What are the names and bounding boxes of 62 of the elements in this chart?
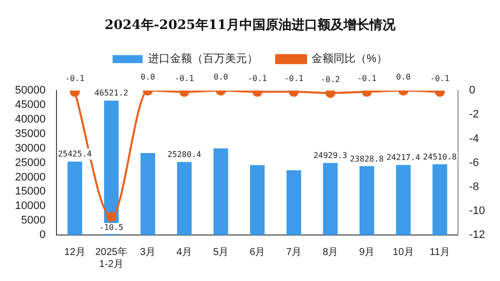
y-tick-label: 25000 [14, 156, 46, 169]
bar [140, 152, 156, 235]
x-tick-label: 11月 [430, 246, 450, 258]
x-tick-label: 10月 [392, 246, 414, 258]
data-label: 24217.4 [386, 153, 420, 162]
data-label: -0.1 [430, 74, 450, 83]
data-label: 0.0 [140, 72, 156, 82]
y-tick-label: 20000 [14, 171, 46, 184]
data-label: 46521.2 [94, 88, 128, 98]
x-tick-label: 9月 [359, 246, 375, 258]
data-label: -10.5 [99, 223, 124, 232]
data-label: 24929.3 [313, 151, 348, 160]
bar [286, 170, 302, 235]
x-tick-label: 5月 [213, 246, 229, 258]
data-label: -0.2 [320, 75, 340, 84]
y2-tick-label: -8 [469, 180, 479, 193]
data-label: 0.0 [214, 72, 228, 82]
data-label: 0.0 [396, 72, 411, 82]
bar [432, 164, 448, 235]
y2-tick-label: -10 [469, 204, 486, 217]
legend-label: 进口金额（百万美元） [148, 52, 258, 66]
point [325, 90, 336, 98]
data-label: 23828.8 [350, 154, 384, 164]
y2-tick-label: -4 [469, 132, 479, 145]
x-tick-label: 2025年 1-2月 [95, 246, 128, 270]
y-tick-label: 10000 [14, 200, 46, 212]
data-label: -0.1 [357, 74, 377, 83]
x-tick-label: 8月 [322, 246, 338, 258]
legend-label: 金额同比（%） [312, 52, 388, 66]
x-tick-label: 12月 [64, 246, 86, 258]
x-tick-label: 3月 [140, 246, 156, 258]
x-tick-label: 4月 [176, 246, 192, 258]
y2-tick-label: -12 [469, 229, 486, 242]
data-label: 24510.8 [422, 152, 457, 162]
bar [360, 166, 374, 235]
data-label: -0.1 [65, 74, 85, 83]
y-tick-label: 40000 [14, 114, 46, 126]
point [106, 212, 116, 222]
y2-tick-label: -2 [469, 108, 479, 121]
bar [250, 165, 265, 235]
chart-title: 2024年-2025年11月中国原油进口额及增长情况 [104, 17, 396, 34]
y-tick-label: 45000 [14, 99, 46, 112]
y-tick-label: 5000 [21, 214, 46, 227]
y2-tick-label: -6 [469, 156, 479, 169]
data-label: -0.1 [174, 74, 194, 83]
bar [214, 148, 228, 235]
y-tick-label: 35000 [14, 128, 46, 140]
y-tick-label: 50000 [14, 84, 46, 97]
bar [177, 162, 192, 235]
y2-tick-label: 0 [469, 84, 476, 97]
data-label: -0.1 [248, 74, 268, 83]
bar [68, 162, 82, 235]
x-tick-label: 6月 [250, 246, 266, 258]
y-tick-label: 0 [39, 229, 46, 242]
data-label: 25425.4 [58, 150, 92, 159]
data-label: 25280.4 [167, 150, 202, 160]
y-tick-label: 15000 [14, 186, 46, 198]
x-tick-label: 7月 [286, 246, 302, 258]
bar [396, 165, 411, 235]
y-tick-label: 30000 [14, 142, 46, 154]
bar [323, 163, 338, 235]
data-label: -0.1 [284, 74, 304, 83]
